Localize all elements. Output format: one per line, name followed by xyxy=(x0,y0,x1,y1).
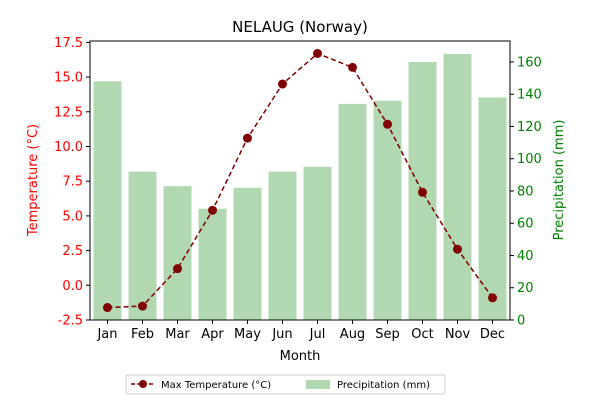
precipitation-bars xyxy=(93,53,507,320)
precipitation-bar-jun xyxy=(268,171,297,320)
precipitation-bar-dec xyxy=(478,97,507,320)
y-right-tick-label: 40 xyxy=(517,249,534,264)
temperature-line xyxy=(103,48,497,313)
x-tick-label: Jan xyxy=(96,327,117,342)
legend: Max Temperature (°C) Precipitation (mm) xyxy=(125,374,446,395)
y-left-tick-label: 5.0 xyxy=(62,209,83,224)
y-right-tick-label: 60 xyxy=(517,217,534,232)
temperature-point-dec xyxy=(488,293,497,303)
y-left-tick-label: 0.0 xyxy=(62,279,83,294)
temperature-point-may xyxy=(243,133,252,143)
chart-title: NELAUG (Norway) xyxy=(232,18,368,36)
temperature-point-aug xyxy=(348,62,357,72)
x-tick-label: Feb xyxy=(131,327,154,342)
precipitation-bar-sep xyxy=(373,100,402,320)
y-left-axis-label: Temperature (°C) xyxy=(26,124,41,237)
y-left-tick-label: -2.5 xyxy=(58,314,83,329)
temperature-point-sep xyxy=(383,119,392,129)
y-left-axis-ticks: -2.5 0.0 2.5 5.0 7.5 10.0 12.5 15.0 17.5 xyxy=(54,36,90,329)
temperature-point-feb xyxy=(138,301,147,311)
temperature-point-jul xyxy=(313,48,322,58)
y-right-tick-label: 20 xyxy=(517,281,534,296)
legend-bar-swatch xyxy=(306,380,330,389)
precipitation-bar-jan xyxy=(93,81,122,320)
x-tick-label: Apr xyxy=(201,327,224,342)
precipitation-bar-aug xyxy=(338,103,367,320)
y-right-tick-label: 80 xyxy=(517,184,534,199)
y-left-tick-label: 2.5 xyxy=(62,244,83,259)
y-left-tick-label: 17.5 xyxy=(54,36,83,51)
x-tick-label: Sep xyxy=(375,327,400,342)
y-right-tick-label: 140 xyxy=(517,88,542,103)
legend-entry-temperature: Max Temperature (°C) xyxy=(161,380,271,391)
temperature-point-nov xyxy=(453,244,462,254)
y-left-tick-label: 12.5 xyxy=(54,105,83,120)
precipitation-bar-may xyxy=(233,187,262,320)
y-left-tick-label: 7.5 xyxy=(62,175,83,190)
x-tick-label: Mar xyxy=(165,327,190,342)
plot-frame xyxy=(89,40,511,321)
y-right-tick-label: 120 xyxy=(517,120,542,135)
x-axis-label: Month xyxy=(280,349,321,364)
y-right-axis-label: Precipitation (mm) xyxy=(552,120,567,241)
x-tick-label: Jul xyxy=(309,327,326,342)
x-axis-ticks: Jan Feb Mar Apr May Jun Jul Aug Sep Oct Nov Dec xyxy=(96,320,505,342)
temperature-point-apr xyxy=(208,205,217,215)
y-right-tick-label: 0 xyxy=(517,314,525,329)
temperature-point-jun xyxy=(278,79,287,89)
precipitation-bar-apr xyxy=(198,208,227,320)
y-left-tick-label: 15.0 xyxy=(54,71,83,86)
y-left-tick-label: 10.0 xyxy=(54,140,83,155)
temperature-point-mar xyxy=(173,264,182,274)
x-tick-label: Dec xyxy=(480,327,505,342)
y-right-tick-label: 160 xyxy=(517,55,542,70)
y-right-tick-label: 100 xyxy=(517,152,542,167)
x-tick-label: Nov xyxy=(445,327,471,342)
x-tick-label: May xyxy=(234,327,261,342)
temperature-point-jan xyxy=(103,303,112,313)
legend-marker-swatch xyxy=(139,380,147,388)
x-tick-label: Jun xyxy=(271,327,292,342)
precipitation-bar-jul xyxy=(303,166,332,320)
precipitation-bar-nov xyxy=(443,53,472,320)
temperature-point-oct xyxy=(418,187,427,197)
temperature-series-line xyxy=(107,52,494,309)
legend-box xyxy=(125,374,446,395)
x-tick-label: Oct xyxy=(411,327,433,342)
legend-entry-precipitation: Precipitation (mm) xyxy=(337,380,430,391)
y-right-axis-ticks: 0 20 40 60 80 100 120 140 160 xyxy=(510,55,542,329)
x-tick-label: Aug xyxy=(340,327,365,342)
precipitation-bar-feb xyxy=(128,171,157,320)
